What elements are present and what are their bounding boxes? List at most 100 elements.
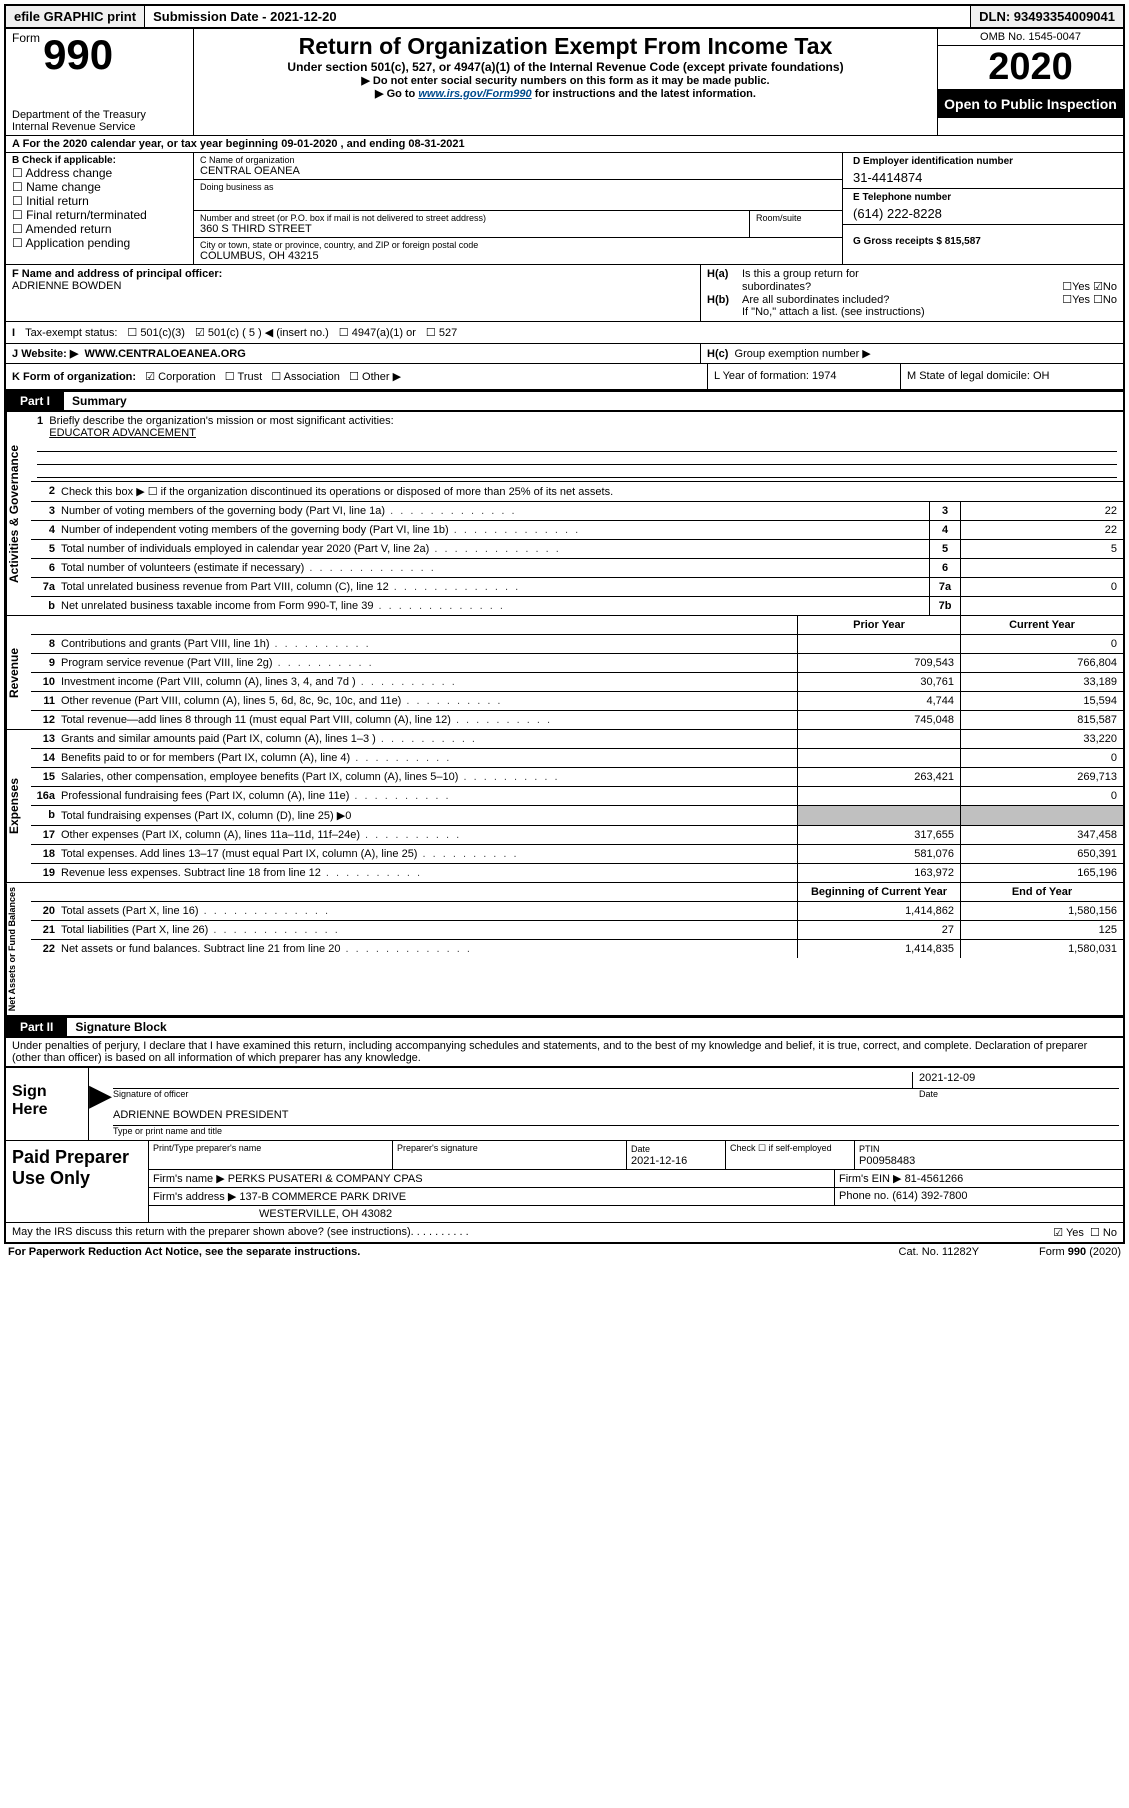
table-row: 11Other revenue (Part VIII, column (A), … xyxy=(31,692,1123,711)
discuss-no[interactable]: ☐ No xyxy=(1090,1226,1117,1239)
part2-title: Signature Block xyxy=(67,1018,174,1036)
table-row: 22Net assets or fund balances. Subtract … xyxy=(31,940,1123,958)
firm-phone: (614) 392-7800 xyxy=(892,1190,967,1202)
firm-addr2: WESTERVILLE, OH 43082 xyxy=(149,1206,1123,1222)
ein-value: 31-4414874 xyxy=(853,167,1113,185)
hb2-text: If "No," attach a list. (see instruction… xyxy=(742,306,925,318)
table-row: 5Total number of individuals employed in… xyxy=(31,540,1123,559)
chk-pending[interactable]: ☐ Application pending xyxy=(12,236,130,250)
prep-date-val: 2021-12-16 xyxy=(631,1155,687,1167)
prep-date-hdr: Date xyxy=(631,1144,650,1154)
ha2-text: subordinates? xyxy=(742,281,811,293)
tax-527[interactable]: ☐ 527 xyxy=(426,326,457,339)
tax-501c3[interactable]: ☐ 501(c)(3) xyxy=(127,326,185,339)
hc-text: Group exemption number ▶ xyxy=(735,348,871,360)
paperwork-notice: For Paperwork Reduction Act Notice, see … xyxy=(8,1246,360,1258)
side-net: Net Assets or Fund Balances xyxy=(6,883,31,1015)
open-public-badge: Open to Public Inspection xyxy=(938,90,1123,118)
firm-ein-lbl: Firm's EIN ▶ xyxy=(839,1173,902,1185)
table-row: 9Program service revenue (Part VIII, lin… xyxy=(31,654,1123,673)
form-footer: Form 990 (2020) xyxy=(1039,1246,1121,1258)
irs-link[interactable]: www.irs.gov/Form990 xyxy=(418,88,531,100)
tax-4947[interactable]: ☐ 4947(a)(1) or xyxy=(339,326,416,339)
end-year-hdr: End of Year xyxy=(960,883,1123,901)
bottom-line: For Paperwork Reduction Act Notice, see … xyxy=(4,1244,1125,1260)
table-row: 16aProfessional fundraising fees (Part I… xyxy=(31,787,1123,806)
ptin-val: P00958483 xyxy=(859,1155,915,1167)
side-rev: Revenue xyxy=(6,616,31,729)
l-year: L Year of formation: 1974 xyxy=(707,364,900,389)
k-trust[interactable]: ☐ Trust xyxy=(225,371,262,383)
dln: DLN: 93493354009041 xyxy=(971,6,1123,27)
side-ag: Activities & Governance xyxy=(6,412,31,615)
tax-label: Tax-exempt status: xyxy=(25,327,117,339)
table-row: 10Investment income (Part VIII, column (… xyxy=(31,673,1123,692)
table-row: 19Revenue less expenses. Subtract line 1… xyxy=(31,864,1123,882)
table-row: bTotal fundraising expenses (Part IX, co… xyxy=(31,806,1123,826)
side-exp: Expenses xyxy=(6,730,31,882)
tax-year: 2020 xyxy=(938,46,1123,90)
q1-label: Briefly describe the organization's miss… xyxy=(49,415,393,427)
goto-post: for instructions and the latest informat… xyxy=(535,88,756,100)
efile-label[interactable]: efile GRAPHIC print xyxy=(6,6,145,27)
discuss-yes[interactable]: ☑ Yes xyxy=(1053,1226,1084,1239)
paid-preparer: Paid Preparer Use Only Print/Type prepar… xyxy=(4,1141,1125,1222)
prep-title: Paid Preparer Use Only xyxy=(6,1141,149,1222)
goto-pre: ▶ Go to xyxy=(375,88,418,100)
ptin-hdr: PTIN xyxy=(859,1144,880,1154)
k-label: K Form of organization: xyxy=(12,371,136,383)
b-label: B Check if applicable: xyxy=(12,155,116,166)
phone-value: (614) 222-8228 xyxy=(853,203,1113,221)
chk-address[interactable]: ☐ Address change xyxy=(12,166,112,180)
chk-name[interactable]: ☐ Name change xyxy=(12,180,101,194)
firm-phone-lbl: Phone no. xyxy=(839,1190,889,1202)
k-other[interactable]: ☐ Other ▶ xyxy=(349,371,401,383)
hb-yes-no[interactable]: ☐Yes ☐No xyxy=(1062,293,1117,306)
form-number: 990 xyxy=(43,31,113,78)
f-label: F Name and address of principal officer: xyxy=(12,268,222,280)
submission-date: Submission Date - 2021-12-20 xyxy=(145,6,971,27)
name-title-label: Type or print name and title xyxy=(113,1126,1119,1136)
declaration: Under penalties of perjury, I declare th… xyxy=(4,1038,1125,1068)
ha-yes-no[interactable]: ☐Yes ☑No xyxy=(1062,280,1117,293)
prep-self-emp[interactable]: Check ☐ if self-employed xyxy=(726,1141,855,1169)
chk-final[interactable]: ☐ Final return/terminated xyxy=(12,208,147,222)
k-corp[interactable]: ☑ Corporation xyxy=(145,371,215,383)
form-subtitle: Under section 501(c), 527, or 4947(a)(1)… xyxy=(198,60,933,74)
table-row: 8Contributions and grants (Part VIII, li… xyxy=(31,635,1123,654)
firm-ein: 81-4561266 xyxy=(905,1173,964,1185)
k-assoc[interactable]: ☐ Association xyxy=(271,371,340,383)
cat-no: Cat. No. 11282Y xyxy=(899,1246,980,1258)
k-row: K Form of organization: ☑ Corporation ☐ … xyxy=(4,364,1125,391)
date-label: Date xyxy=(919,1089,1119,1099)
chk-initial[interactable]: ☐ Initial return xyxy=(12,194,89,208)
officer-name: ADRIENNE BOWDEN xyxy=(12,280,121,292)
m-state: M State of legal domicile: OH xyxy=(900,364,1123,389)
part1-header: Part I Summary xyxy=(4,391,1125,412)
mission-value: EDUCATOR ADVANCEMENT xyxy=(49,427,196,439)
street-label: Number and street (or P.O. box if mail i… xyxy=(200,213,743,223)
e-label: E Telephone number xyxy=(853,192,1113,203)
prep-name-hdr: Print/Type preparer's name xyxy=(149,1141,393,1169)
form-header: Form 990 Department of the Treasury Inte… xyxy=(4,29,1125,136)
city-value: COLUMBUS, OH 43215 xyxy=(200,250,836,262)
firm-name: PERKS PUSATERI & COMPANY CPAS xyxy=(228,1173,423,1185)
street-value: 360 S THIRD STREET xyxy=(200,223,743,235)
website-value: WWW.CENTRALOEANEA.ORG xyxy=(84,348,245,360)
tax-year-line: A For the 2020 calendar year, or tax yea… xyxy=(4,136,1125,153)
sign-here-row: Sign Here ▶ 2021-12-09 Signature of offi… xyxy=(4,1068,1125,1141)
q2-text: Check this box ▶ ☐ if the organization d… xyxy=(57,482,1123,501)
c-label: C Name of organization xyxy=(200,155,836,165)
tax-exempt-row: I Tax-exempt status: ☐ 501(c)(3) ☑ 501(c… xyxy=(4,322,1125,344)
irs-label: Internal Revenue Service xyxy=(12,121,187,133)
chk-amended[interactable]: ☐ Amended return xyxy=(12,222,112,236)
current-year-hdr: Current Year xyxy=(960,616,1123,634)
sign-date: 2021-12-09 xyxy=(912,1072,1119,1088)
section-b: B Check if applicable: ☐ Address change … xyxy=(4,153,1125,264)
d-label: D Employer identification number xyxy=(853,156,1113,167)
table-row: 14Benefits paid to or for members (Part … xyxy=(31,749,1123,768)
form-link-line: ▶ Go to www.irs.gov/Form990 for instruct… xyxy=(198,87,933,100)
ha-text: Is this a group return for xyxy=(742,268,859,280)
begin-year-hdr: Beginning of Current Year xyxy=(797,883,960,901)
tax-501c[interactable]: ☑ 501(c) ( 5 ) ◀ (insert no.) xyxy=(195,326,329,339)
